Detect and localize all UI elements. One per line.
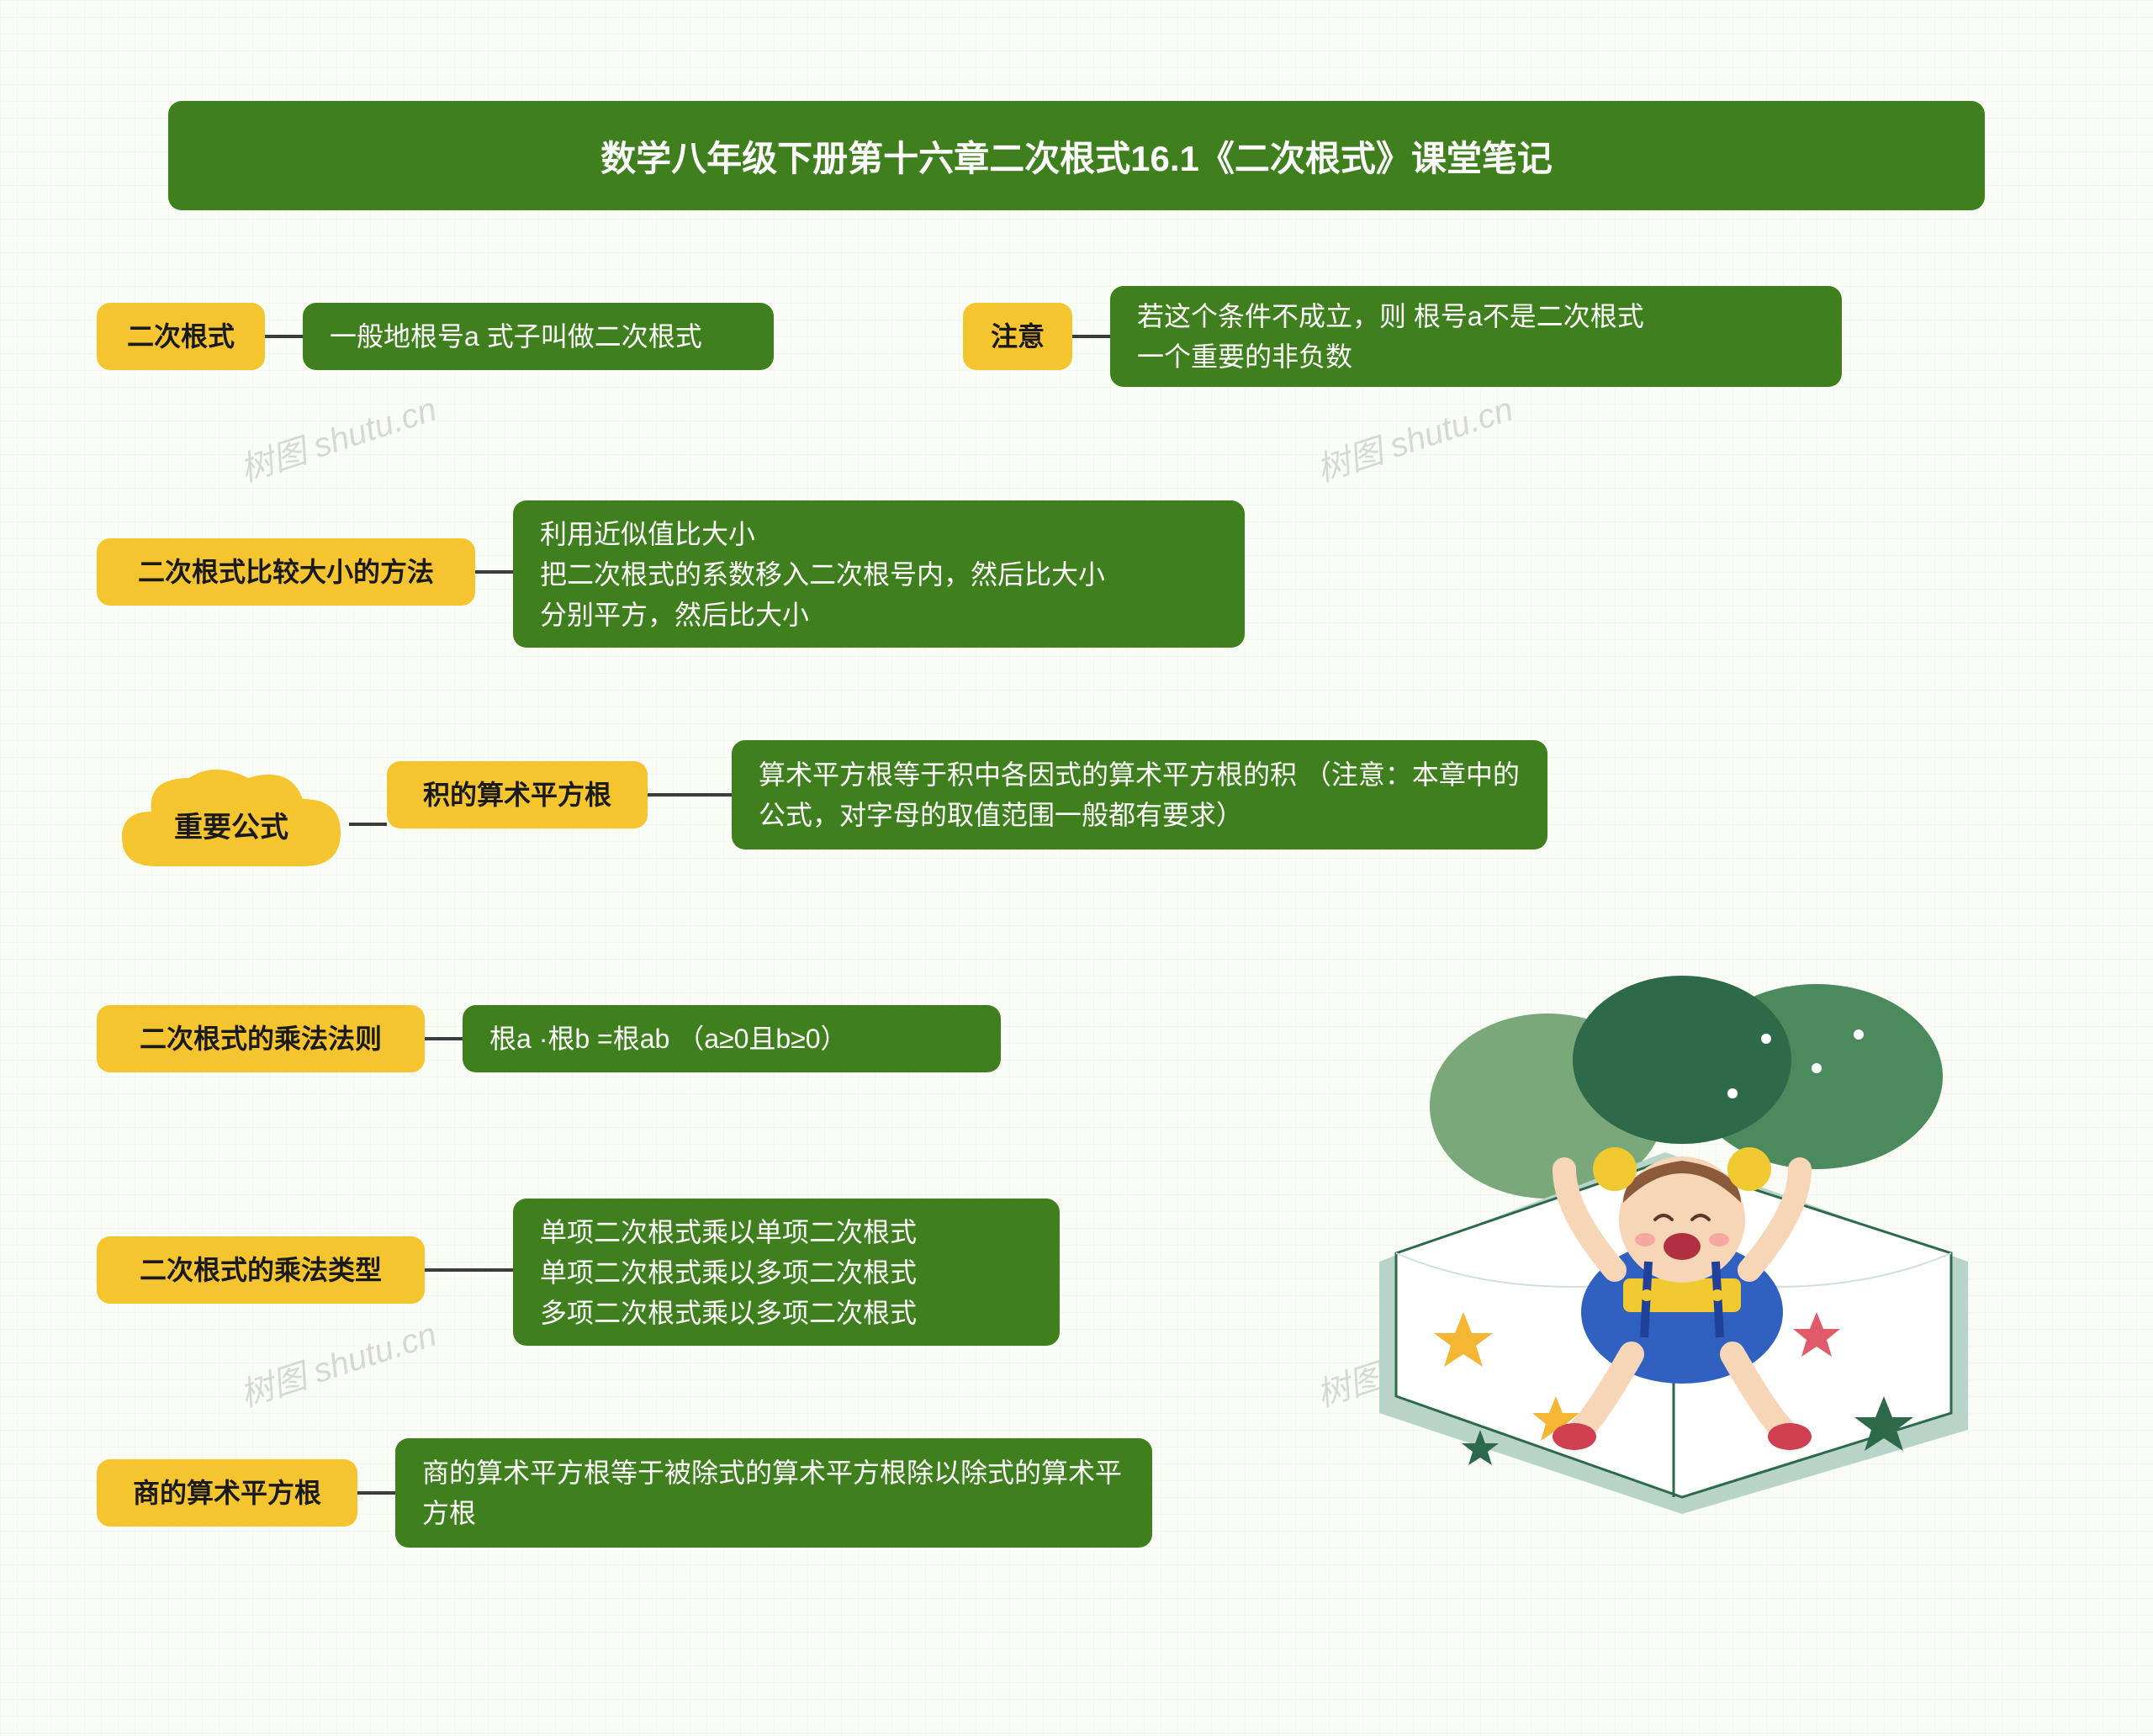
node-label-quotient-root: 商的算术平方根 <box>97 1459 357 1527</box>
node-content-text: 算术平方根等于积中各因式的算术平方根的积 （注意：本章中的公式，对字母的取值范围… <box>759 754 1521 835</box>
connector <box>357 1491 395 1495</box>
watermark: 树图 shutu.cn <box>1309 382 1518 491</box>
node-content-note: 若这个条件不成立，则 根号a不是二次根式 一个重要的非负数 <box>1110 286 1842 387</box>
node-label-text: 二次根式比较大小的方法 <box>138 552 434 592</box>
node-label-text: 积的算术平方根 <box>423 775 611 815</box>
node-content-text: 若这个条件不成立，则 根号a不是二次根式 一个重要的非负数 <box>1137 296 1644 377</box>
node-label-text: 重要公式 <box>174 804 288 845</box>
node-content-text: 商的算术平方根等于被除式的算术平方根除以除式的算术平方根 <box>422 1453 1125 1533</box>
node-label-note: 注意 <box>963 303 1072 370</box>
node-label-text: 二次根式 <box>127 316 235 357</box>
node-content-quotient-root: 商的算术平方根等于被除式的算术平方根除以除式的算术平方根 <box>395 1438 1152 1548</box>
node-content-text: 利用近似值比大小 把二次根式的系数移入二次根号内，然后比大小 分别平方，然后比大… <box>540 514 1105 635</box>
node-label-mult-types: 二次根式的乘法类型 <box>97 1236 425 1304</box>
node-content-mult-rule: 根a ·根b =根ab （a≥0且b≥0） <box>463 1005 1001 1072</box>
node-label-text: 注意 <box>991 316 1045 357</box>
node-label-product-root: 积的算术平方根 <box>387 761 648 828</box>
connector <box>425 1268 513 1272</box>
node-label-mult-rule: 二次根式的乘法法则 <box>97 1005 425 1072</box>
node-label-text: 二次根式的乘法类型 <box>140 1250 382 1290</box>
page-title: 数学八年级下册第十六章二次根式16.1《二次根式》课堂笔记 <box>168 101 1985 210</box>
connector <box>648 793 732 797</box>
connector <box>265 335 303 338</box>
connector <box>1072 335 1110 338</box>
node-content-text: 根a ·根b =根ab （a≥0且b≥0） <box>489 1019 848 1059</box>
node-label-text: 二次根式的乘法法则 <box>140 1019 382 1059</box>
watermark: 树图 shutu.cn <box>233 1307 442 1416</box>
connector <box>425 1037 463 1040</box>
node-label-compare: 二次根式比较大小的方法 <box>97 538 475 606</box>
node-content-text: 一般地根号a 式子叫做二次根式 <box>330 316 702 357</box>
page-title-text: 数学八年级下册第十六章二次根式16.1《二次根式》课堂笔记 <box>600 130 1553 182</box>
watermark: 树图 shutu.cn <box>233 382 442 491</box>
node-content-mult-types: 单项二次根式乘以单项二次根式 单项二次根式乘以多项二次根式 多项二次根式乘以多项… <box>513 1199 1060 1346</box>
connector <box>349 823 387 826</box>
node-label-definition: 二次根式 <box>97 303 265 370</box>
node-content-text: 单项二次根式乘以单项二次根式 单项二次根式乘以多项二次根式 多项二次根式乘以多项… <box>540 1212 917 1333</box>
connector <box>475 570 513 574</box>
node-content-compare: 利用近似值比大小 把二次根式的系数移入二次根号内，然后比大小 分别平方，然后比大… <box>513 500 1245 648</box>
node-label-formula-cloud: 重要公式 <box>114 757 349 892</box>
node-label-text: 商的算术平方根 <box>133 1473 321 1513</box>
node-content-product-root: 算术平方根等于积中各因式的算术平方根的积 （注意：本章中的公式，对字母的取值范围… <box>732 740 1547 849</box>
illustration-child-on-book <box>1346 959 2002 1531</box>
node-content-definition: 一般地根号a 式子叫做二次根式 <box>303 303 774 370</box>
